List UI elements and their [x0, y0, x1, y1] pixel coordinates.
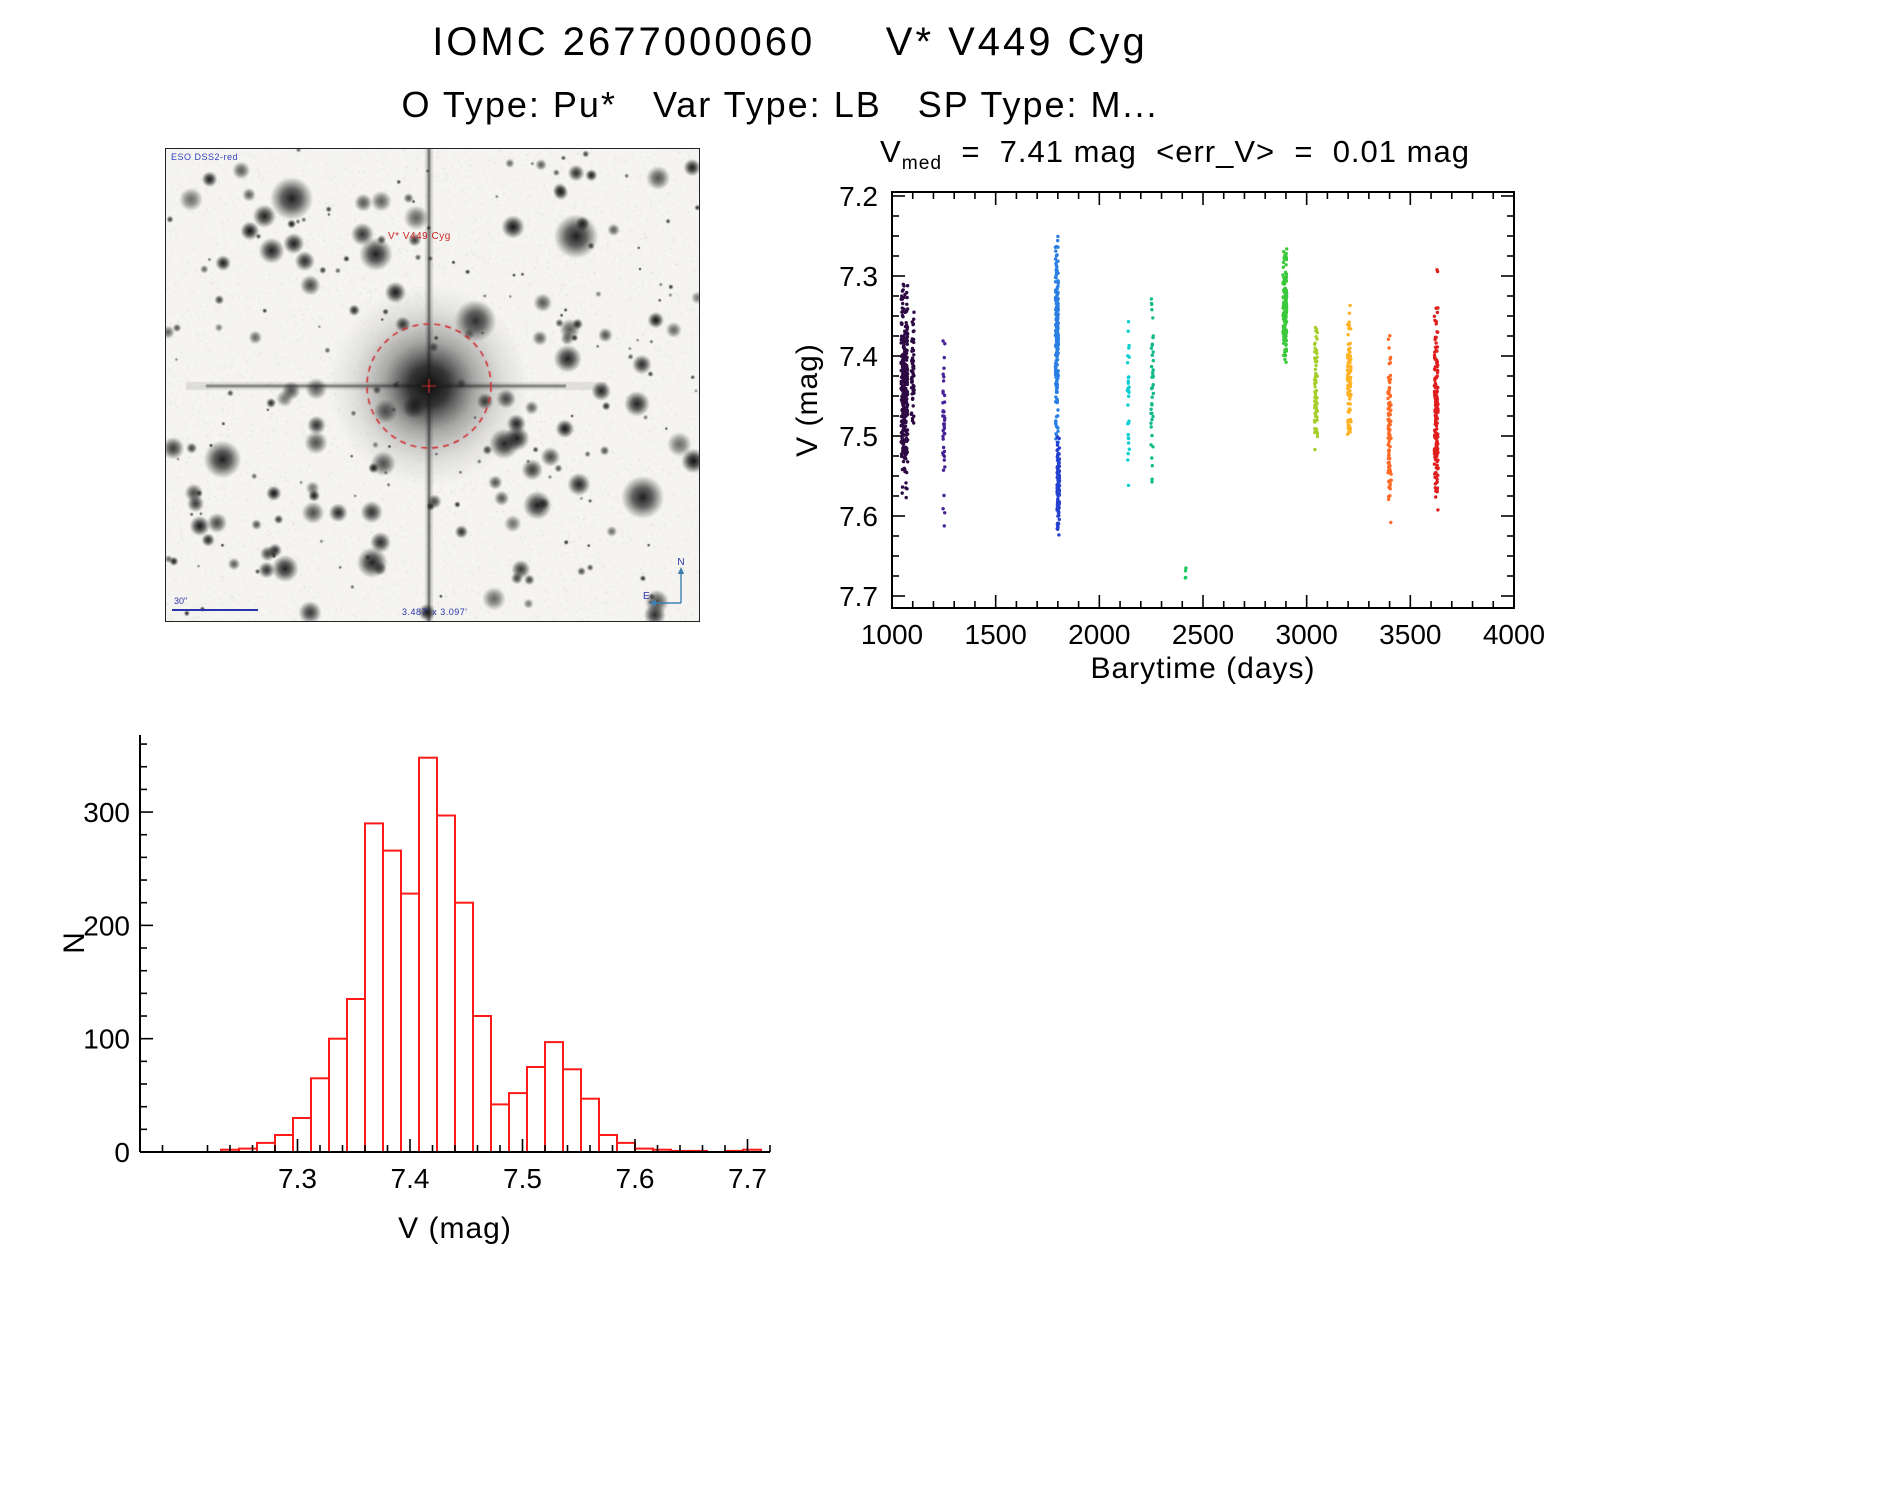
svg-text:7.3: 7.3 — [278, 1163, 317, 1194]
svg-text:4000: 4000 — [1483, 619, 1545, 650]
lightcurve-points — [899, 234, 1440, 580]
svg-text:100: 100 — [83, 1024, 130, 1055]
svg-text:300: 300 — [83, 797, 130, 828]
survey-label: ESO DSS2-red — [171, 152, 239, 162]
compass-icon: N E — [643, 557, 685, 607]
svg-text:1500: 1500 — [965, 619, 1027, 650]
svg-text:3500: 3500 — [1379, 619, 1441, 650]
histogram-plot: 0 100 200 300 7.3 7.4 7.5 7.6 7.7 — [83, 735, 771, 1194]
svg-text:7.3: 7.3 — [839, 261, 878, 292]
svg-text:200: 200 — [83, 910, 130, 941]
page-subtitle: O Type: Pu* Var Type: LB SP Type: M... — [401, 84, 1159, 125]
svg-text:0: 0 — [114, 1137, 130, 1168]
svg-text:7.6: 7.6 — [839, 501, 878, 532]
histogram-yaxis-label: N — [58, 932, 91, 954]
lightcurve-plot: 1000 1500 2000 2500 3000 3500 4000 7.2 7.3 7.4 7.5… — [839, 181, 1545, 650]
svg-text:7.4: 7.4 — [839, 341, 878, 372]
compass-east-label: E — [643, 591, 650, 602]
svg-text:1000: 1000 — [861, 619, 923, 650]
lightcurve-title: Vmed = 7.41 mag <err_V> = 0.01 mag — [830, 134, 1520, 175]
svg-text:2000: 2000 — [1068, 619, 1130, 650]
scale-bar-label: 30" — [174, 596, 188, 606]
svg-text:7.5: 7.5 — [503, 1163, 542, 1194]
svg-text:7.4: 7.4 — [391, 1163, 430, 1194]
svg-text:3000: 3000 — [1276, 619, 1338, 650]
svg-text:7.5: 7.5 — [839, 421, 878, 452]
svg-text:7.2: 7.2 — [839, 181, 878, 212]
svg-text:7.7: 7.7 — [728, 1163, 767, 1194]
svg-text:7.6: 7.6 — [616, 1163, 655, 1194]
vmed-prefix: V — [880, 134, 902, 169]
scale-bar-line — [172, 609, 258, 611]
svg-text:2500: 2500 — [1172, 619, 1234, 650]
lightcurve-yaxis-label: V (mag) — [791, 343, 824, 457]
target-label: V* V449 Cyg — [388, 231, 451, 242]
compass-north-label: N — [677, 557, 684, 568]
vmed-subscript: med — [901, 153, 943, 175]
histogram-xaxis-label: V (mag) — [398, 1212, 512, 1245]
page-title: IOMC 2677000060 V* V449 Cyg — [432, 20, 1148, 64]
starfield-image — [166, 149, 699, 621]
vmed-value: = 7.41 mag <err_V> = 0.01 mag — [942, 134, 1470, 169]
field-size-label: 3.487' x 3.097' — [402, 607, 468, 617]
svg-text:7.7: 7.7 — [839, 581, 878, 612]
finder-panel: ESO DSS2-red V* V449 Cyg 3.487' x 3.097'… — [165, 148, 700, 622]
lightcurve-xaxis-label: Barytime (days) — [1090, 652, 1316, 685]
